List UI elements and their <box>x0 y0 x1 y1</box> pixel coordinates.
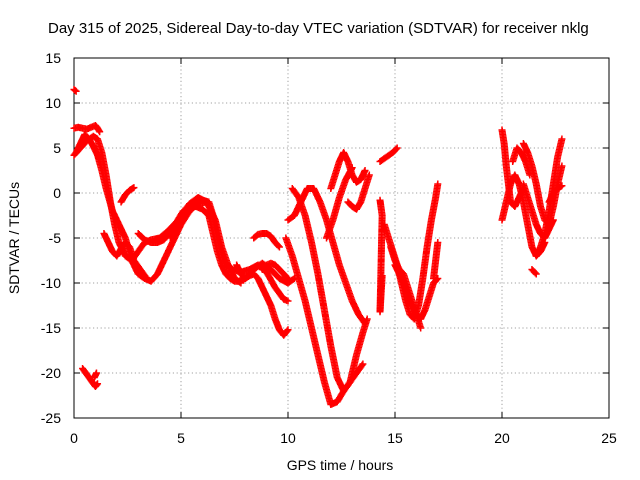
data-point <box>289 275 297 283</box>
data-point <box>531 269 539 277</box>
series-arc-32 <box>528 266 540 278</box>
x-axis-label: GPS time / hours <box>287 457 394 473</box>
series-arc-20 <box>376 144 401 165</box>
y-tick-label: 0 <box>53 185 61 201</box>
y-tick-label: 10 <box>45 95 61 111</box>
data-point <box>143 275 151 282</box>
series-arc-11 <box>250 230 283 251</box>
data-point <box>392 145 400 153</box>
tick-labels: 0 5 10 15 20 25 -25 -20 -15 -10 -5 0 5 10 15 <box>41 50 617 446</box>
series-arc-23 <box>391 261 425 332</box>
data-point <box>274 242 282 250</box>
data-point <box>558 182 566 190</box>
data-point <box>360 318 368 326</box>
series-arc-33 <box>545 182 566 206</box>
data-point <box>558 135 566 143</box>
y-tick-label: -5 <box>49 230 62 246</box>
data-point <box>94 380 102 388</box>
series-arc-1 <box>70 86 80 95</box>
x-tick-label: 20 <box>494 430 510 446</box>
data-point <box>532 270 540 278</box>
data-point <box>283 273 291 281</box>
data-point <box>71 86 79 94</box>
series-arc-31 <box>509 144 534 179</box>
data-point <box>526 171 534 179</box>
data-point <box>348 164 356 172</box>
data-point <box>365 171 373 179</box>
data-point <box>275 243 283 251</box>
data-point <box>378 272 386 280</box>
x-tick-label: 15 <box>387 430 403 446</box>
data-point <box>434 180 442 188</box>
data-point <box>393 144 401 152</box>
y-tick-label: 5 <box>53 140 61 156</box>
data-point <box>284 297 292 305</box>
data-point <box>284 275 292 282</box>
y-axis-label: SDTVAR / TECUs <box>6 182 22 294</box>
series-arc-10 <box>166 203 298 287</box>
data-point <box>434 239 442 246</box>
data-point <box>359 360 367 368</box>
series-arc-18 <box>323 164 356 242</box>
x-tick-label: 5 <box>177 430 185 446</box>
data-point <box>130 184 138 192</box>
y-tick-label: -15 <box>41 320 61 336</box>
data-point <box>358 361 366 369</box>
series-arc-2 <box>70 122 104 136</box>
data-point <box>92 369 100 377</box>
series-arc-19 <box>344 171 373 213</box>
series-arc-6 <box>117 184 138 206</box>
chart-title: Day 315 of 2025, Sidereal Day-to-day VTE… <box>48 20 589 37</box>
series-arc-7 <box>79 365 102 390</box>
data-point <box>142 273 150 281</box>
data-points <box>70 86 566 408</box>
y-tick-label: -25 <box>41 410 61 426</box>
x-tick-label: 0 <box>70 430 78 446</box>
series-arc-25 <box>376 196 386 316</box>
y-tick-label: 15 <box>45 50 61 66</box>
x-tick-label: 25 <box>601 430 617 446</box>
series-arc-13 <box>258 259 292 282</box>
x-tick-label: 10 <box>280 430 296 446</box>
series-arc-24 <box>430 239 442 282</box>
data-point <box>284 326 292 334</box>
series-arc-27 <box>498 171 549 260</box>
data-point <box>361 320 369 327</box>
series-arc-12 <box>233 261 292 339</box>
series-arc-5 <box>100 230 151 282</box>
series-arc-16 <box>284 185 369 327</box>
data-point <box>72 87 80 95</box>
data-point <box>283 327 291 335</box>
y-tick-label: -20 <box>41 365 61 381</box>
data-point <box>417 324 425 332</box>
series-arc-8 <box>90 369 100 381</box>
data-point <box>96 128 104 136</box>
series-arc-9 <box>134 194 245 287</box>
y-tick-label: -10 <box>41 275 61 291</box>
data-point <box>361 167 369 174</box>
